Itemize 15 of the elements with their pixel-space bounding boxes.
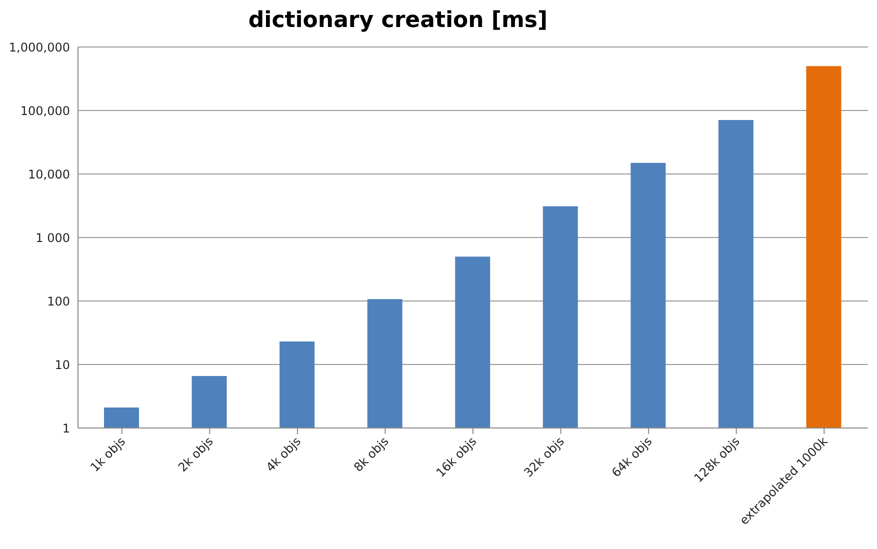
x-tick-label: 2k objs bbox=[176, 434, 216, 474]
y-tick-label: 1 bbox=[62, 421, 70, 436]
y-tick-label: 1 000 bbox=[36, 230, 70, 245]
y-tick-label: 100,000 bbox=[20, 104, 70, 118]
y-tick-label: 10 bbox=[54, 358, 70, 372]
y-tick-label: 1,000,000 bbox=[8, 40, 70, 54]
y-tick-label: 100 bbox=[47, 294, 70, 308]
x-tick-label: 8k objs bbox=[351, 434, 392, 474]
x-tick-label: 4k objs bbox=[263, 434, 304, 474]
x-tick-label: 32k objs bbox=[521, 434, 567, 480]
x-tick-label: 1k objs bbox=[88, 434, 128, 474]
chart-title: dictionary creation [ms] bbox=[247, 8, 549, 33]
y-tick-label: 10,000 bbox=[28, 167, 70, 182]
x-tick-label: 64k objs bbox=[609, 434, 655, 480]
x-tick-label: 16k objs bbox=[433, 434, 480, 480]
